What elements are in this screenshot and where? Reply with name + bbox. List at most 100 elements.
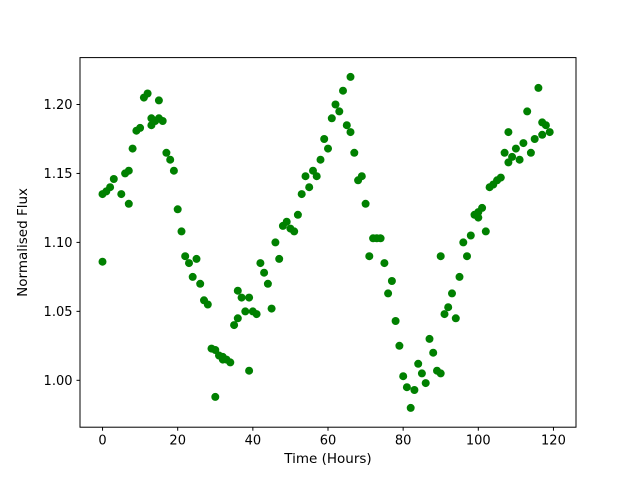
data-point — [211, 392, 220, 401]
data-point — [256, 259, 265, 268]
data-point — [417, 369, 426, 378]
data-point — [346, 128, 355, 137]
scatter-points-layer — [98, 72, 554, 412]
data-point — [301, 172, 310, 181]
data-point — [275, 254, 284, 263]
data-point — [451, 314, 460, 323]
x-tick-label: 60 — [320, 434, 337, 449]
data-point — [526, 148, 535, 157]
data-point — [282, 217, 291, 226]
data-point — [448, 289, 456, 298]
data-point — [466, 231, 475, 240]
data-point — [154, 96, 163, 105]
x-tick-label: 0 — [98, 434, 106, 449]
y-axis-tick-labels: 1.00 1.05 1.10 1.15 1.20 — [44, 98, 73, 389]
data-point — [474, 213, 483, 222]
data-point — [203, 300, 212, 309]
data-point — [481, 227, 490, 236]
data-point — [181, 252, 190, 261]
x-axis-ticks — [102, 427, 554, 431]
data-point — [124, 166, 133, 175]
data-point — [185, 259, 193, 268]
data-point — [399, 372, 408, 381]
data-point — [117, 190, 126, 199]
data-point — [241, 307, 250, 316]
x-tick-label: 20 — [169, 434, 186, 449]
data-point — [327, 114, 336, 123]
data-point — [158, 117, 167, 125]
x-axis-label: Time (Hours) — [283, 451, 371, 467]
data-point — [410, 386, 419, 394]
data-point — [384, 289, 393, 298]
data-point — [342, 121, 351, 130]
data-point — [252, 310, 261, 319]
data-point — [402, 383, 411, 392]
data-point — [260, 268, 269, 277]
y-tick-label: 1.05 — [44, 305, 73, 320]
data-point — [188, 272, 197, 281]
data-point — [545, 128, 554, 137]
data-point — [192, 254, 201, 263]
data-point — [106, 183, 115, 192]
y-axis-ticks — [76, 103, 80, 381]
data-point — [245, 293, 254, 302]
data-point — [515, 155, 524, 164]
data-point — [290, 227, 299, 236]
data-point — [478, 203, 487, 212]
data-point — [124, 199, 133, 208]
data-point — [324, 144, 332, 153]
data-point — [395, 341, 404, 350]
data-point — [440, 310, 449, 319]
data-point — [496, 173, 505, 182]
data-point — [406, 403, 415, 412]
y-tick-label: 1.00 — [44, 374, 73, 389]
data-point — [538, 130, 547, 139]
data-point — [523, 107, 532, 116]
data-point — [357, 172, 366, 181]
data-point — [504, 128, 513, 137]
data-point — [316, 155, 325, 164]
y-tick-label: 1.20 — [44, 98, 73, 113]
data-point — [162, 148, 171, 157]
data-point — [530, 135, 539, 143]
data-point — [109, 175, 118, 183]
data-point — [293, 210, 302, 219]
data-point — [166, 155, 175, 164]
y-tick-label: 1.10 — [44, 236, 73, 251]
data-point — [335, 107, 344, 116]
y-tick-label: 1.15 — [44, 167, 73, 182]
data-point — [305, 183, 314, 192]
data-point — [519, 139, 528, 148]
data-point — [196, 279, 205, 288]
data-point — [463, 252, 471, 261]
data-point — [361, 199, 370, 208]
data-point — [444, 303, 453, 312]
x-tick-label: 40 — [245, 434, 262, 449]
data-point — [436, 369, 445, 378]
data-point — [376, 234, 385, 243]
data-point — [436, 252, 445, 261]
data-point — [346, 72, 355, 81]
x-axis-tick-labels: 0 20 40 60 80 100 120 — [98, 434, 565, 449]
data-point — [331, 100, 340, 109]
data-point — [271, 238, 280, 247]
data-point — [173, 205, 182, 214]
axes-frame — [79, 57, 577, 428]
data-point — [177, 227, 186, 236]
data-point — [414, 359, 423, 368]
data-point — [425, 334, 434, 343]
data-point — [263, 279, 272, 288]
data-point — [226, 358, 235, 367]
x-tick-label: 80 — [395, 434, 412, 449]
data-point — [297, 190, 306, 199]
data-point — [128, 144, 137, 153]
data-point — [143, 89, 152, 98]
x-tick-label: 100 — [466, 434, 491, 449]
data-point — [429, 348, 438, 357]
data-point — [380, 259, 389, 268]
data-point — [391, 317, 400, 325]
data-point — [136, 123, 145, 132]
data-point — [267, 304, 276, 313]
